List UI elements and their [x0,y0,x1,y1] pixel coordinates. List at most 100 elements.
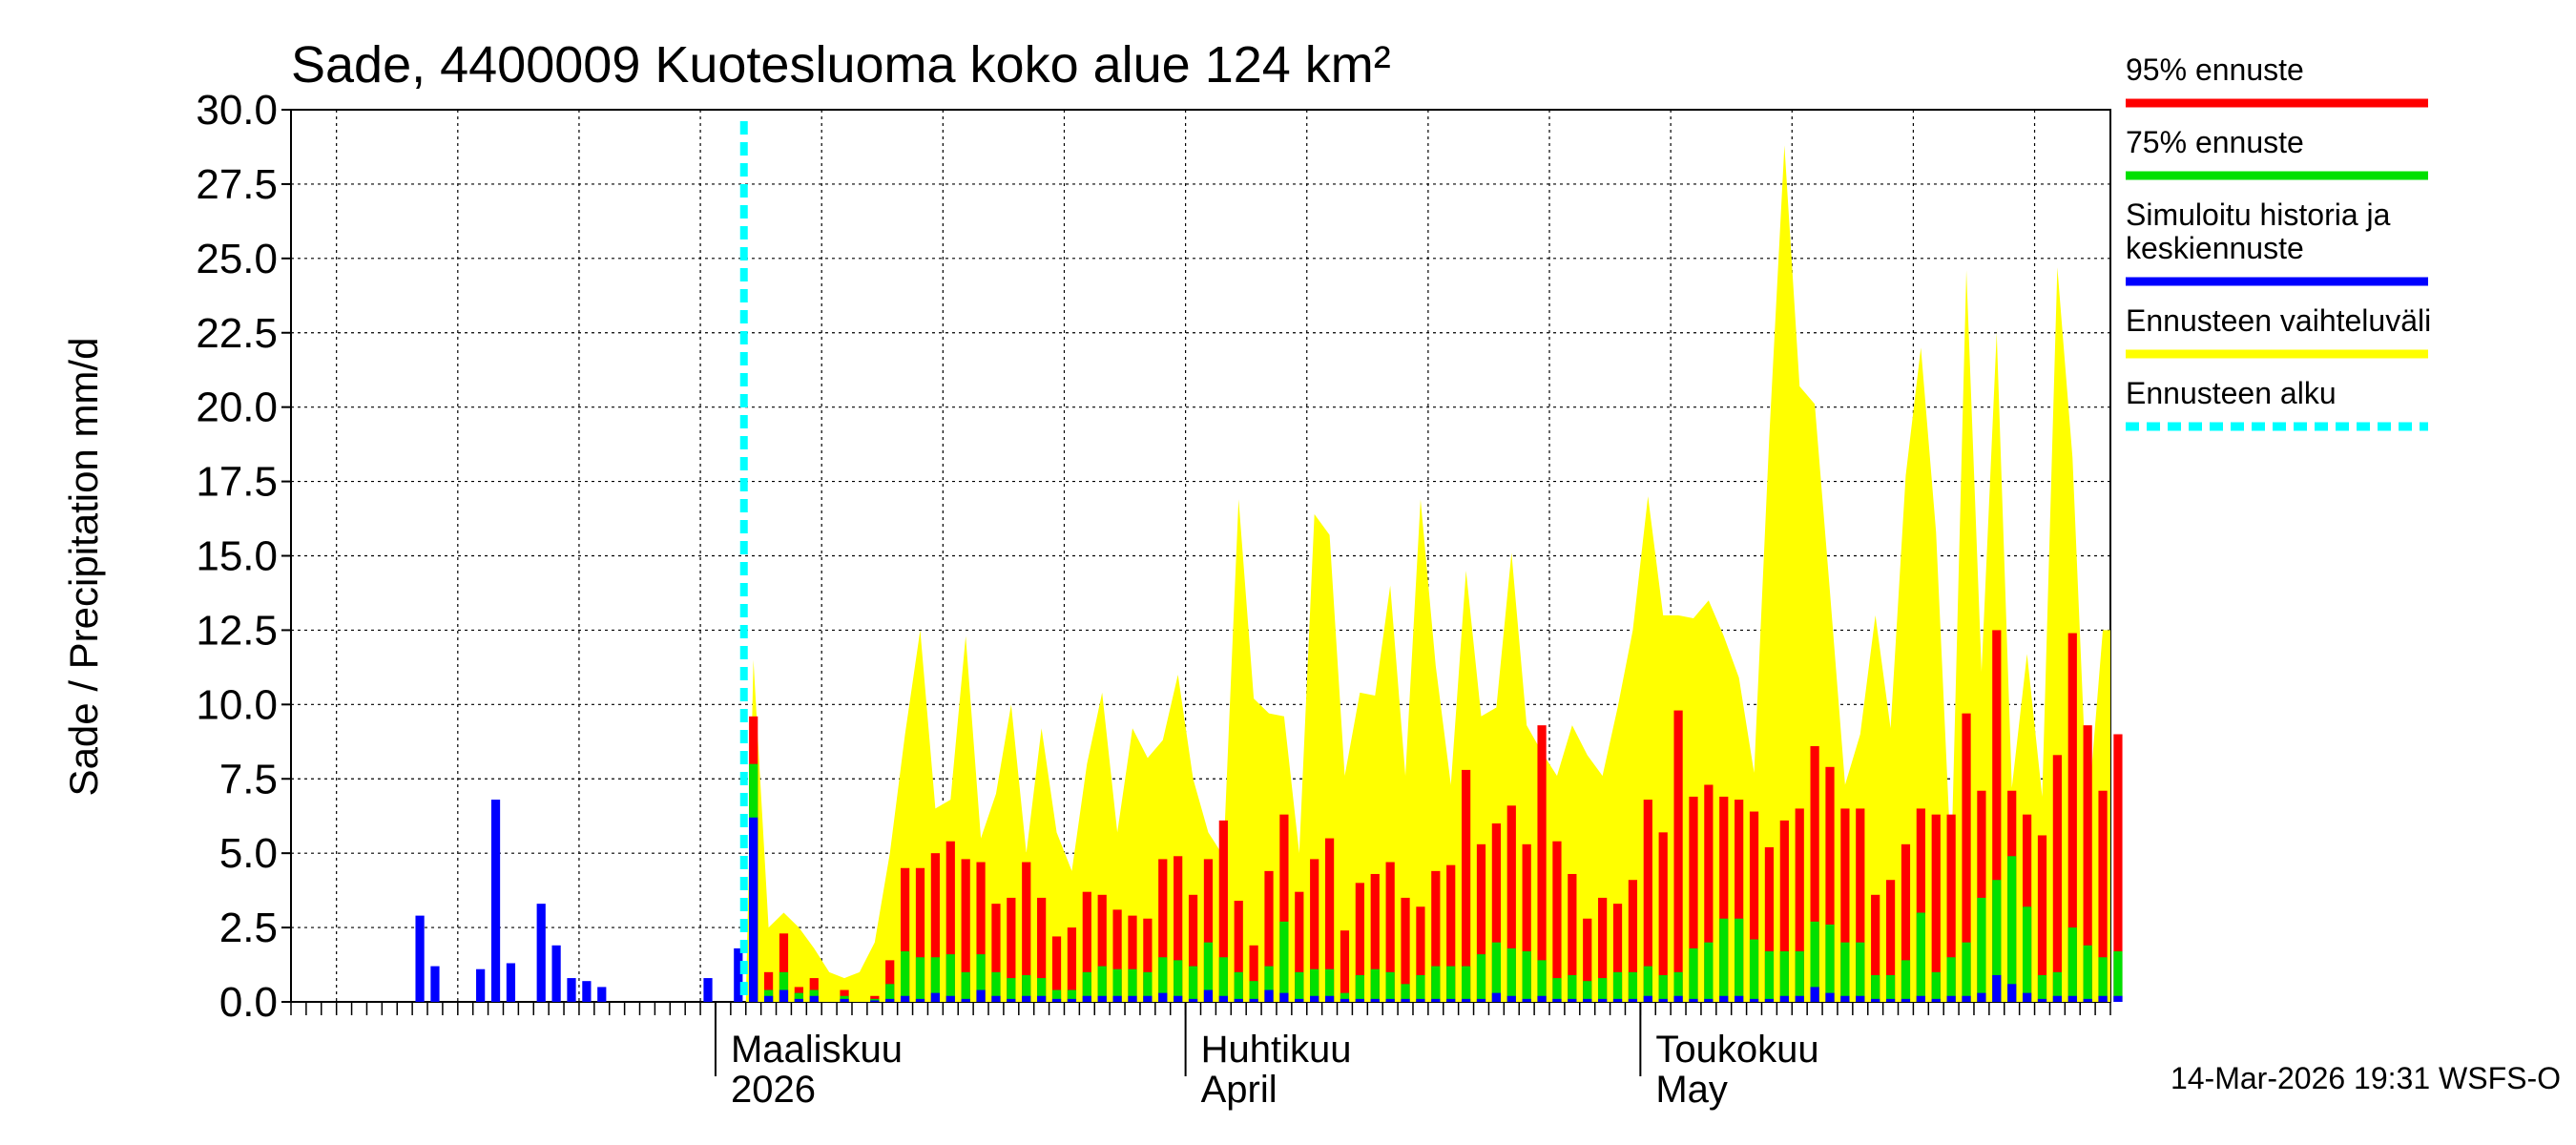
median-bar [1310,995,1319,1002]
median-bar [1916,995,1925,1002]
history-bar [597,987,607,1002]
history-bar [430,966,440,1002]
p95-bar [1401,897,1410,1002]
p95-bar [1112,909,1122,1002]
median-bar [930,992,941,1002]
p75-bar [1112,968,1122,1002]
median-bar [1825,992,1835,1002]
median-bar [1476,998,1486,1002]
p75-bar [930,957,941,1002]
median-bar [2113,995,2123,1002]
p75-bar [1598,978,1608,1002]
p75-bar [2037,974,2047,1002]
median-bar [991,995,1001,1002]
p75-bar [809,989,819,1002]
median-bar [1689,998,1698,1002]
p75-bar [991,971,1001,1002]
p95-bar [1779,820,1789,1002]
y-tick-label: 5.0 [219,830,278,877]
p95-bar [1658,832,1668,1002]
p95-bar [1598,897,1608,1002]
p95-bar [930,853,941,1002]
median-bar [1188,998,1198,1002]
p75-bar [1249,981,1258,1002]
p75-bar [763,989,774,1002]
p95-bar [1476,843,1486,1002]
median-bar [1158,992,1168,1002]
p75-bar [1719,918,1729,1002]
p95-bar [901,867,910,1002]
p95-bar [1051,936,1062,1002]
p75-bar [2067,927,2077,1002]
p75-bar [779,971,789,1002]
p75-bar [1461,966,1471,1002]
p75-bar [1188,966,1198,1002]
p75-bar [1128,968,1137,1002]
median-bar [2022,992,2032,1002]
p95-bar [1506,805,1516,1002]
median-bar [961,998,970,1002]
p75-bar [1203,942,1214,1002]
legend: 95% ennuste 75% ennuste Simuloitu historia… [2126,52,2431,431]
p95-bar [1704,784,1714,1002]
p75-bar [1658,974,1668,1002]
history-bar [551,945,561,1002]
median-bar [976,989,986,1002]
p95-bar [840,989,849,1002]
median-bar [1612,998,1623,1002]
p95-bar [1568,873,1577,1002]
p75-bar [1673,971,1683,1002]
median-bar [1370,998,1380,1002]
y-tick-label: 30.0 [196,87,278,134]
p95-bar [1931,814,1941,1002]
forecast-range-area [745,145,2110,1002]
p75-bar [1324,968,1335,1002]
history-bar [476,968,486,1002]
median-bar [1598,998,1608,1002]
p95-bar [1856,808,1865,1002]
p95-bar [2052,755,2062,1002]
p95-bar [1735,800,1744,1002]
month-label: Maaliskuu [731,1029,903,1071]
y-tick-label: 0.0 [219,979,278,1026]
p95-bar [1719,796,1729,1002]
p95-bar [1188,894,1198,1002]
median-bar [1218,995,1228,1002]
p75-bar [1764,951,1775,1002]
median-bar [2083,998,2092,1002]
median-bar [1279,992,1289,1002]
median-bar [1962,995,1971,1002]
p75-bar [1431,966,1441,1002]
p95-bar [1249,945,1258,1002]
p95-bar [1203,859,1214,1002]
p95-bar [1295,891,1304,1002]
p75-bar [1264,966,1274,1002]
p95-bar [1628,880,1638,1002]
median-bar [1264,989,1274,1002]
y-tick-label: 22.5 [196,310,278,357]
p75-bar [1885,974,1896,1002]
legend-label: Simuloitu historia ja [2126,198,2391,232]
median-bar [809,995,819,1002]
median-bar [2007,984,2017,1002]
p95-bar [1143,918,1153,1002]
p95-bar [1007,897,1016,1002]
p75-bar [1735,918,1744,1002]
p95-bar [1673,710,1683,1002]
history-bar [734,947,743,1002]
p75-bar [976,954,986,1002]
p75-bar [1871,974,1880,1002]
p95-bar [1174,856,1183,1002]
median-bar [1491,992,1501,1002]
month-label: Huhtikuu [1201,1029,1352,1071]
p95-bar [991,904,1001,1002]
p95-bar [2083,725,2092,1002]
p95-bar [1537,725,1547,1002]
median-bar [1143,995,1153,1002]
median-bar [749,817,758,1002]
p95-bar [779,933,789,1002]
median-bar [1324,995,1335,1002]
median-bar [779,989,789,1002]
p95-bar [1128,915,1137,1002]
p95-bar [1689,796,1698,1002]
